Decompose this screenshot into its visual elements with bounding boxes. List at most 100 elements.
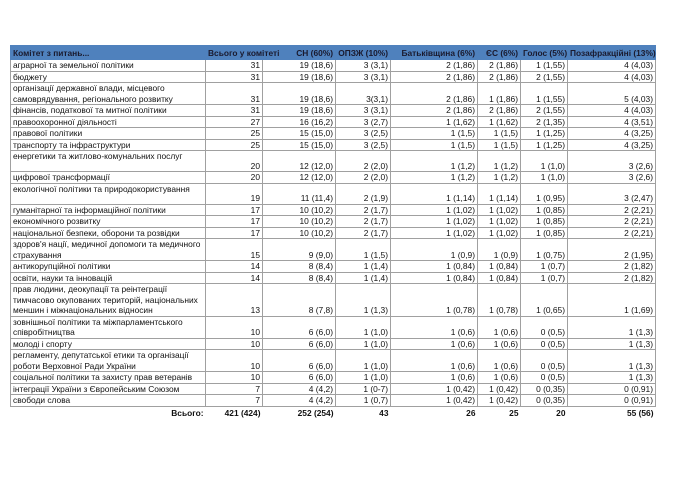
value-cell: 1 (0,84) [477,260,521,273]
value-cell: 1 (1,4) [335,271,391,284]
value-cell: 6 (6,0) [262,371,336,384]
value-cell: 2 (1,86) [390,70,478,83]
value-cell: 1 (0,9) [390,238,478,261]
value-cell: 8 (8,4) [262,271,336,284]
value-cell: 10 (10,2) [262,203,336,216]
value-cell: 19 (18,6) [262,104,336,117]
value-cell: 1 (1,5) [477,138,521,151]
table-row: аграрної та земельної політики 31 19 (18,6… [10,59,656,72]
table-row: національної безпеки, оборони та розвідк… [10,226,656,239]
value-cell: 0 (0,5) [520,349,568,372]
table-row: правової політики 25 15 (15,0) 3 (2,5) 1 (1,… [10,127,656,140]
value-cell: 1 (1,0) [335,337,391,350]
value-cell: 1 (0,42) [390,382,478,395]
value-cell: 20 [205,171,263,184]
value-cell: 1 (0,7) [520,271,568,284]
value-cell: 1 (0,95) [520,182,568,205]
total-row: Всього: 421 (424) 252 (254) 43 26 25 20 55 (56) [11,406,656,418]
committee-cell: економічного розвитку [10,215,206,228]
value-cell: 9 (9,0) [262,238,336,261]
value-cell: 1 (0,84) [477,271,521,284]
value-cell: 1 (0,84) [390,260,478,273]
value-cell: 1 (1,4) [335,260,391,273]
value-cell: 1 (0,6) [477,349,521,372]
value-cell: 2 (1,7) [335,215,391,228]
value-cell: 1 (0,6) [390,315,478,339]
value-cell: 1 (0,65) [520,283,568,317]
value-cell: 1 (1,0) [520,150,568,172]
value-cell: 2 (1,55) [520,70,568,83]
value-cell: 1 (1,55) [520,59,568,72]
value-cell: 2 (2,21) [567,215,656,228]
table-row: правоохоронної діяльності 27 16 (16,2) 3 (2… [10,115,656,128]
table-row: бюджету 31 19 (18,6) 3 (3,1) 2 (1,86) 2 (1,86… [10,70,656,83]
committee-cell: енергетики та житлово-комунальних послуг [10,150,206,172]
value-cell: 1 (0,84) [390,271,478,284]
value-cell: 10 [205,349,263,372]
value-cell: 3 (2,5) [335,127,391,140]
value-cell: 1 (0,85) [520,215,568,228]
value-cell: 0 (0,35) [520,382,568,395]
committee-cell: здоров'я нації, медичної допомоги та мед… [10,238,206,261]
value-cell: 1 (1,62) [390,115,478,128]
value-cell: 2 (1,86) [390,82,478,105]
value-cell: 31 [205,59,263,72]
committee-cell: цифрової трансформації [10,171,206,184]
value-cell: 2 (2,0) [335,171,391,184]
table-row: регламенту, депутатської етики та органі… [10,349,656,372]
value-cell: 1 (1,02) [390,226,478,239]
total-cell: 26 [466,407,476,418]
committee-cell: регламенту, депутатської етики та органі… [10,349,206,372]
value-cell: 1 (1,5) [390,138,478,151]
committee-cell: антикорупційної політики [10,260,206,273]
value-cell: 3 (3,1) [335,59,391,72]
value-cell: 1 (0,6) [390,371,478,384]
value-cell: 27 [205,115,263,128]
committee-cell: аграрної та земельної політики [10,59,206,72]
committee-table: Комітет з питань... Всього у комітеті СН (… [10,45,656,418]
table-row: інтеграції України з Європейським Союзом… [10,382,656,395]
value-cell: 2 (1,95) [567,238,656,261]
value-cell: 1 (1,3) [567,371,656,384]
table-row: економічного розвитку 17 10 (10,2) 2 (1,7) 1… [10,215,656,228]
page: Комітет з питань... Всього у комітеті СН (… [10,45,656,418]
value-cell: 10 [205,371,263,384]
value-cell: 10 [205,337,263,350]
value-cell: 0 (0,35) [520,394,568,407]
value-cell: 1 (0,6) [477,371,521,384]
committee-cell: свободи слова [10,394,206,407]
value-cell: 1 (1,3) [567,349,656,372]
header-row: Комітет з питань... Всього у комітеті СН (… [10,45,656,60]
table-row: екологічної політики та природокористува… [10,182,656,205]
table-row: фінансів, податкової та митної політики 3… [10,104,656,117]
committee-cell: національної безпеки, оборони та розвідк… [10,226,206,239]
committee-cell: зовнішньої політики та міжпарламентськог… [10,315,206,339]
value-cell: 1 (1,02) [390,203,478,216]
value-cell: 5 (4,03) [567,82,656,105]
value-cell: 11 (11,4) [262,182,336,205]
value-cell: 2 (2,21) [567,203,656,216]
value-cell: 1 (1,14) [477,182,521,205]
value-cell: 1 (0-7) [335,382,391,395]
value-cell: 1 (1,2) [477,150,521,172]
value-cell: 3 (3,1) [335,104,391,117]
table-body: аграрної та земельної політики 31 19 (18,6… [10,59,656,407]
committee-cell: молоді і спорту [10,337,206,350]
value-cell: 2 (1,86) [390,104,478,117]
value-cell: 14 [205,260,263,273]
total-cell: 25 [509,407,519,418]
value-cell: 1 (1,69) [567,283,656,317]
value-cell: 25 [205,127,263,140]
value-cell: 1 (1,02) [477,203,521,216]
value-cell: 1 (0,7) [335,394,391,407]
header-cell: Всього у комітеті [205,45,279,60]
value-cell: 1 (1,86) [477,82,521,105]
header-cell: Позафракційні (13%) [567,45,656,60]
value-cell: 19 (18,6) [262,70,336,83]
value-cell: 7 [205,394,263,407]
total-cell: 43 [379,407,389,418]
committee-cell: соціальної політики та захисту прав вете… [10,371,206,384]
value-cell: 4 (4,2) [262,382,336,395]
value-cell: 8 (8,4) [262,260,336,273]
value-cell: 17 [205,226,263,239]
